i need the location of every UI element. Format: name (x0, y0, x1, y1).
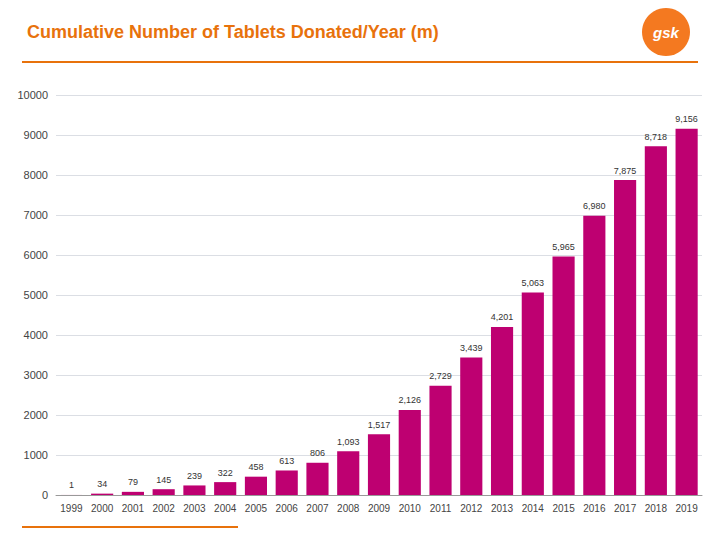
svg-text:2,729: 2,729 (429, 371, 452, 381)
svg-text:9,156: 9,156 (675, 114, 698, 124)
svg-text:2001: 2001 (122, 503, 145, 514)
svg-text:2006: 2006 (276, 503, 299, 514)
svg-text:79: 79 (128, 477, 138, 487)
svg-text:9000: 9000 (24, 129, 48, 141)
svg-text:613: 613 (279, 456, 294, 466)
svg-text:5,965: 5,965 (552, 242, 575, 252)
svg-text:2015: 2015 (552, 503, 575, 514)
svg-text:10000: 10000 (17, 89, 48, 101)
svg-text:1000: 1000 (24, 449, 48, 461)
svg-text:2000: 2000 (91, 503, 114, 514)
svg-text:1,093: 1,093 (337, 437, 360, 447)
svg-text:5000: 5000 (24, 289, 48, 301)
svg-text:2005: 2005 (245, 503, 268, 514)
svg-text:145: 145 (156, 475, 171, 485)
svg-text:2011: 2011 (430, 503, 452, 514)
svg-text:1999: 1999 (60, 503, 83, 514)
svg-text:7000: 7000 (24, 209, 48, 221)
svg-text:5,063: 5,063 (522, 278, 545, 288)
svg-text:8,718: 8,718 (645, 132, 668, 142)
svg-text:gsk: gsk (652, 24, 680, 41)
svg-text:2017: 2017 (614, 503, 637, 514)
svg-text:2014: 2014 (522, 503, 545, 514)
svg-text:0: 0 (42, 489, 48, 501)
svg-text:1: 1 (69, 480, 74, 490)
svg-text:239: 239 (187, 471, 202, 481)
svg-text:7,875: 7,875 (614, 166, 637, 176)
svg-text:2009: 2009 (368, 503, 391, 514)
svg-text:3000: 3000 (24, 369, 48, 381)
svg-text:34: 34 (97, 479, 107, 489)
svg-text:2000: 2000 (24, 409, 48, 421)
svg-text:8000: 8000 (24, 169, 48, 181)
svg-text:322: 322 (218, 468, 233, 478)
svg-text:2013: 2013 (491, 503, 514, 514)
svg-text:806: 806 (310, 448, 325, 458)
svg-text:2004: 2004 (214, 503, 237, 514)
svg-text:1,517: 1,517 (368, 420, 391, 430)
svg-text:458: 458 (248, 462, 263, 472)
svg-text:2019: 2019 (675, 503, 698, 514)
svg-text:Cumulative Number of Tablets D: Cumulative Number of Tablets Donated/Yea… (27, 22, 439, 42)
svg-text:2018: 2018 (645, 503, 668, 514)
svg-text:6,980: 6,980 (583, 201, 606, 211)
svg-text:4000: 4000 (24, 329, 48, 341)
svg-text:4,201: 4,201 (491, 312, 514, 322)
svg-text:2010: 2010 (399, 503, 422, 514)
svg-text:2,126: 2,126 (398, 395, 421, 405)
svg-text:2003: 2003 (183, 503, 206, 514)
svg-text:6000: 6000 (24, 249, 48, 261)
svg-text:2002: 2002 (153, 503, 176, 514)
svg-text:3,439: 3,439 (460, 343, 483, 353)
svg-text:2007: 2007 (306, 503, 329, 514)
svg-text:2012: 2012 (460, 503, 483, 514)
svg-text:2016: 2016 (583, 503, 606, 514)
svg-text:2008: 2008 (337, 503, 360, 514)
